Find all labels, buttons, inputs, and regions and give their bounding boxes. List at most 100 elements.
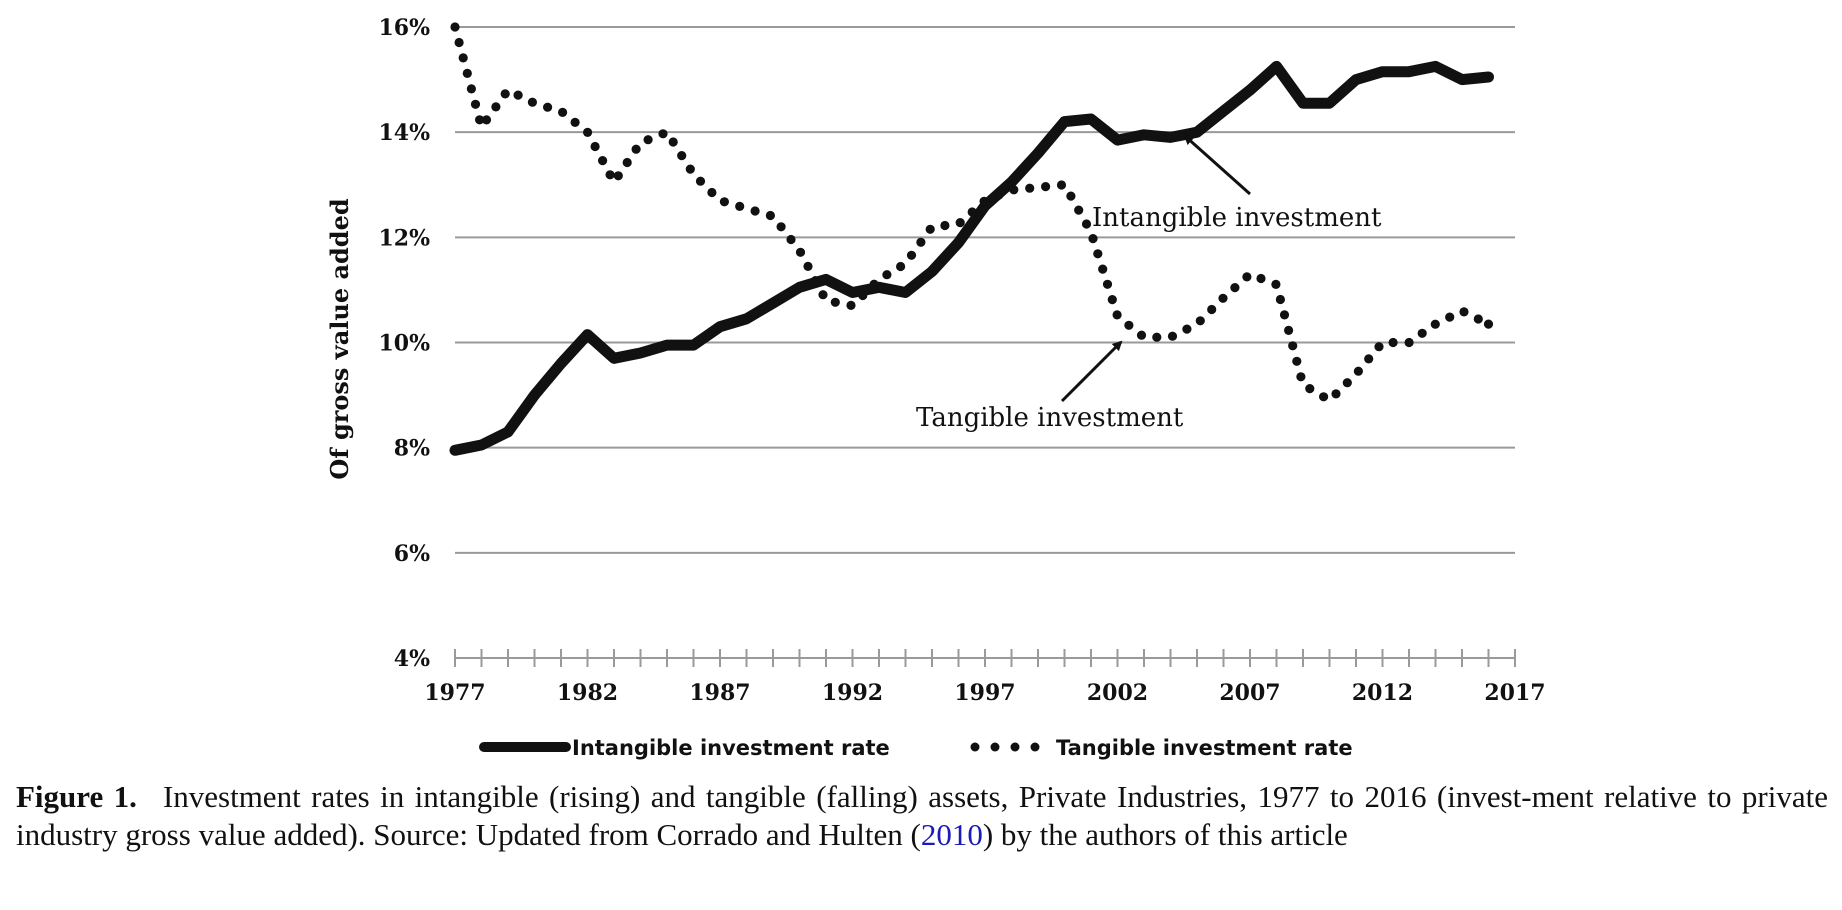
tangible-dot [967,207,977,217]
tangible-dot [955,218,965,228]
tangible-dot [896,261,906,272]
tangible-dot [916,237,926,247]
tangible-dot [481,115,492,125]
gridlines [455,26,1515,554]
tangible-dot [735,201,745,211]
tangible-dot [1152,332,1162,342]
tangible-dot [1041,182,1051,192]
x-tick-label-1997: 1997 [954,680,1015,706]
tangible-dot [1364,354,1374,364]
x-tick-label-1982: 1982 [557,680,618,706]
citation-link[interactable]: 2010 [920,817,983,852]
tangible-dot [1404,337,1414,348]
tangible-dot [1088,234,1098,244]
y-tick-label-14: 14% [378,120,430,146]
tangible-dot [695,176,706,186]
tangible-dot [685,164,695,174]
tangible-dot [1288,341,1298,351]
tangible-dot [605,170,615,180]
tangible-dot [1074,205,1084,215]
tangible-dot [1025,183,1035,193]
tangible-dot [1093,249,1103,259]
tangible-dot [631,144,641,154]
tangible-dot [1081,219,1092,229]
tangible-dot [1066,191,1076,201]
intangible-annotation-label: Intangible investment [1092,203,1382,233]
y-tick-label-12: 12% [378,225,430,251]
tangible-dot [1009,185,1019,195]
tangible-dot [846,300,856,310]
tangible-dot [1256,273,1266,284]
tangible-dot [1483,319,1494,329]
series-layer [449,22,1494,456]
tangible-dot [590,141,600,152]
tangible-dot [1319,392,1329,402]
tangible-dot [570,117,580,127]
tangible-dot [454,37,464,48]
caption-text: Investment rates in intangible (rising) … [16,779,1828,852]
figure-label: Figure 1. [16,779,137,814]
x-tick-label-1977: 1977 [424,680,485,706]
tangible-dot [882,270,892,280]
tangible-dot [1305,384,1315,394]
tangible-dot [1098,264,1108,274]
tangible-dot [543,102,553,112]
tangible-dot [940,220,950,231]
y-tick-label-10: 10% [378,331,430,357]
tangible-dot [1445,312,1455,322]
tangible-dot [1136,330,1147,340]
tangible-dot [1112,310,1122,320]
tangible-dot [795,247,806,257]
tangible-dot [1374,342,1384,352]
line-chart: 4% 6% 8% 10% 12% 14% 16% 1977 1982 1987 1992 1997 2… [325,15,1546,760]
tangible-dot [475,115,485,125]
x-tick-label-2012: 2012 [1352,680,1413,706]
tangible-dot [803,261,813,271]
tangible-dot [1284,325,1294,335]
tangible-dot [658,129,668,139]
tangible-dot [707,187,717,198]
legend-intangible-label: Intangible investment rate [572,736,890,760]
tangible-dot [1195,316,1205,326]
tangible-dot [750,206,760,216]
legend-tangible-label: Tangible investment rate [1056,736,1353,760]
tangible-dot [1388,337,1398,348]
tangible-dot [1107,295,1117,305]
tangible-dot [1056,180,1067,190]
tangible-dot [1473,314,1483,324]
tangible-dot [776,222,786,232]
figure-caption: Figure 1. Investment rates in intangible … [16,778,1828,854]
y-axis-tick-labels: 4% 6% 8% 10% 12% 14% 16% [378,15,430,672]
tangible-dot [458,53,468,63]
y-tick-label-8: 8% [394,436,430,462]
tangible-dot [470,99,481,109]
tangible-dot [613,171,623,181]
tangible-dot [818,290,828,300]
tangible-dot [765,210,776,221]
y-axis-title: Of gross value added [325,198,354,479]
tangible-dot [1242,272,1252,282]
tangible-dot [1207,304,1217,315]
tangible-dot [513,90,523,100]
x-tick-label-1987: 1987 [689,680,750,706]
tangible-dot [1271,279,1281,289]
tangible-dot [500,89,510,99]
tangible-dot [1331,389,1341,399]
tangible-dot [677,151,687,161]
tangible-dot [583,127,593,137]
tangible-dot [786,234,796,245]
tangible-dot [1353,366,1363,376]
tangible-dot [925,224,935,234]
tangible-dot [994,190,1004,200]
annotations: Intangible investment Tangible investmen… [916,134,1382,433]
tangible-dot [1342,378,1352,388]
legend-tangible-swatch [970,742,1040,752]
tangible-dot [719,197,730,207]
tangible-dot [1296,372,1306,382]
x-tick-label-2002: 2002 [1087,680,1148,706]
intangible-annotation-arrow [1183,134,1251,196]
tangible-dot [622,157,632,168]
tangible-dot [1230,283,1240,293]
tangible-dot [1275,294,1285,305]
tangible-dot [1292,356,1302,366]
